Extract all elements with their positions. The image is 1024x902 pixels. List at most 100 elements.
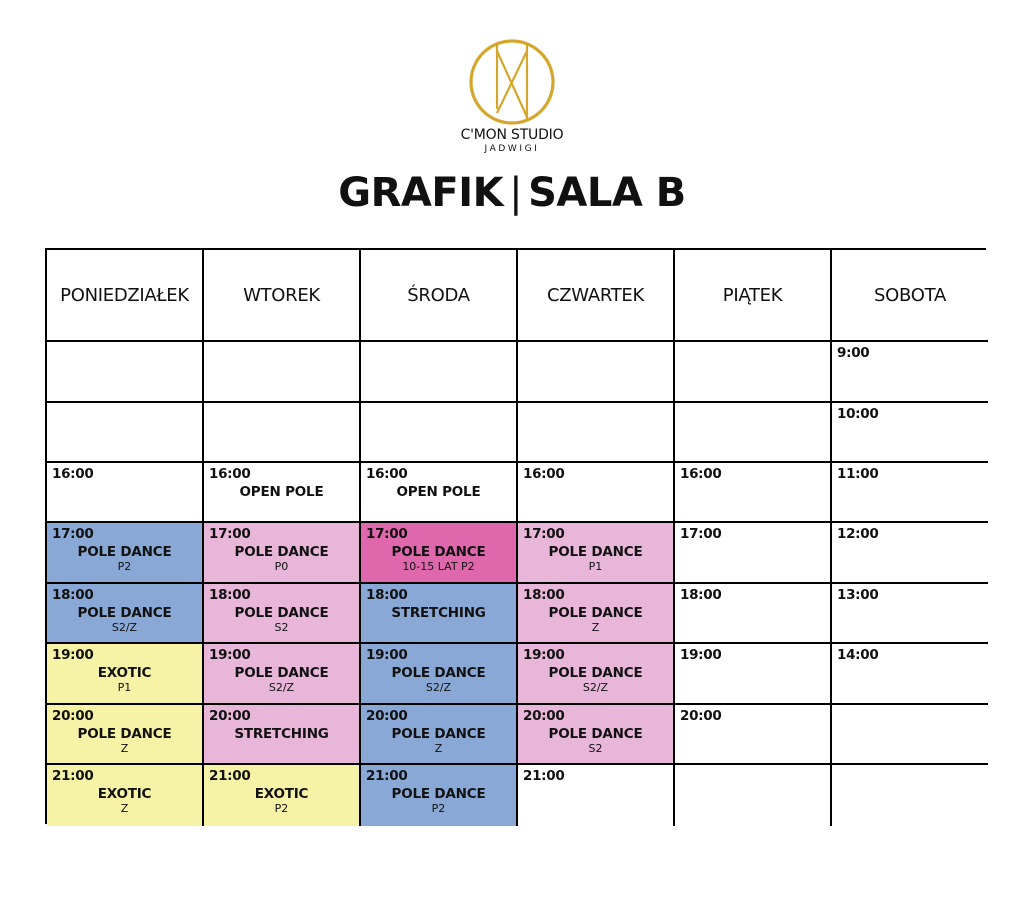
schedule-cell: 13:00 bbox=[832, 584, 988, 644]
schedule-cell bbox=[204, 342, 361, 403]
class-name: POLE DANCE bbox=[391, 665, 486, 681]
class-level: Z bbox=[434, 742, 443, 755]
schedule-cell: 19:00 bbox=[675, 644, 832, 705]
schedule-cell: 18:00 STRETCHING bbox=[361, 584, 518, 644]
class-level: P0 bbox=[274, 560, 289, 573]
schedule-cell: 16:00 bbox=[675, 463, 832, 523]
class-time: 10:00 bbox=[837, 406, 879, 422]
title-right: SALA B bbox=[528, 170, 686, 216]
schedule-cell: 21:00 bbox=[518, 765, 675, 826]
class-name: POLE DANCE bbox=[548, 726, 643, 742]
schedule-cell: 19:00 POLE DANCE S2/Z bbox=[518, 644, 675, 705]
schedule-cell: 11:00 bbox=[832, 463, 988, 523]
schedule-cell bbox=[361, 342, 518, 403]
class-level: P2 bbox=[117, 560, 132, 573]
class-time: 16:00 bbox=[680, 466, 722, 482]
schedule-cell bbox=[675, 403, 832, 463]
class-time: 19:00 bbox=[523, 647, 565, 663]
class-name: POLE DANCE bbox=[548, 544, 643, 560]
schedule-cell: 20:00 POLE DANCE S2 bbox=[518, 705, 675, 765]
class-time: 17:00 bbox=[209, 526, 251, 542]
schedule-cell: 14:00 bbox=[832, 644, 988, 705]
class-level: 10-15 LAT P2 bbox=[402, 560, 475, 573]
schedule-cell: 19:00 POLE DANCE S2/Z bbox=[361, 644, 518, 705]
class-name: POLE DANCE bbox=[234, 544, 329, 560]
class-time: 19:00 bbox=[209, 647, 251, 663]
title-separator: | bbox=[509, 170, 523, 216]
class-time: 14:00 bbox=[837, 647, 879, 663]
schedule-cell bbox=[361, 403, 518, 463]
schedule-cell: 20:00 STRETCHING bbox=[204, 705, 361, 765]
class-time: 21:00 bbox=[523, 768, 565, 784]
class-time: 12:00 bbox=[837, 526, 879, 542]
class-time: 16:00 bbox=[366, 466, 408, 482]
schedule-cell: 17:00 bbox=[675, 523, 832, 584]
class-time: 17:00 bbox=[523, 526, 565, 542]
schedule-table: PONIEDZIAŁEK WTOREK ŚRODA CZWARTEK PIĄTEK SOB… bbox=[45, 248, 988, 826]
class-name: STRETCHING bbox=[234, 726, 329, 742]
class-name: POLE DANCE bbox=[77, 605, 172, 621]
schedule-cell: 19:00 EXOTIC P1 bbox=[47, 644, 204, 705]
class-name: POLE DANCE bbox=[391, 786, 486, 802]
class-time: 17:00 bbox=[366, 526, 408, 542]
class-time: 20:00 bbox=[680, 708, 722, 724]
class-name: POLE DANCE bbox=[548, 605, 643, 621]
class-time: 18:00 bbox=[366, 587, 408, 603]
class-level: S2/Z bbox=[268, 681, 295, 694]
brand-location: JADWIGI bbox=[484, 144, 540, 154]
schedule-cell: 19:00 POLE DANCE S2/Z bbox=[204, 644, 361, 705]
schedule-cell: 17:00 POLE DANCE P0 bbox=[204, 523, 361, 584]
class-time: 18:00 bbox=[52, 587, 94, 603]
class-level: S2/Z bbox=[111, 621, 138, 634]
schedule-cell: 16:00 OPEN POLE bbox=[204, 463, 361, 523]
schedule-cell bbox=[832, 765, 988, 826]
schedule-cell bbox=[832, 705, 988, 765]
class-level: P1 bbox=[117, 681, 132, 694]
schedule-cell: 17:00 POLE DANCE P1 bbox=[518, 523, 675, 584]
schedule-cell: 21:00 EXOTIC P2 bbox=[204, 765, 361, 826]
class-time: 17:00 bbox=[52, 526, 94, 542]
day-header: ŚRODA bbox=[361, 250, 518, 342]
class-level: S2 bbox=[588, 742, 603, 755]
schedule-cell bbox=[518, 342, 675, 403]
schedule-cell bbox=[47, 342, 204, 403]
schedule-cell bbox=[47, 403, 204, 463]
class-level: Z bbox=[120, 802, 129, 815]
schedule-cell: 20:00 bbox=[675, 705, 832, 765]
class-level: S2 bbox=[274, 621, 289, 634]
day-header: SOBOTA bbox=[832, 250, 988, 342]
class-time: 13:00 bbox=[837, 587, 879, 603]
schedule-cell: 16:00 OPEN POLE bbox=[361, 463, 518, 523]
class-name: EXOTIC bbox=[97, 665, 152, 681]
schedule-cell: 18:00 POLE DANCE S2/Z bbox=[47, 584, 204, 644]
schedule-cell: 18:00 POLE DANCE S2 bbox=[204, 584, 361, 644]
class-time: 19:00 bbox=[52, 647, 94, 663]
class-time: 16:00 bbox=[523, 466, 565, 482]
schedule-cell: 20:00 POLE DANCE Z bbox=[47, 705, 204, 765]
class-name: OPEN POLE bbox=[239, 484, 324, 500]
schedule-cell: 10:00 bbox=[832, 403, 988, 463]
class-name: EXOTIC bbox=[254, 786, 309, 802]
class-time: 21:00 bbox=[52, 768, 94, 784]
schedule-cell bbox=[204, 403, 361, 463]
class-level: P1 bbox=[588, 560, 603, 573]
schedule-cell: 12:00 bbox=[832, 523, 988, 584]
class-time: 18:00 bbox=[209, 587, 251, 603]
class-time: 17:00 bbox=[680, 526, 722, 542]
schedule-cell: 17:00 POLE DANCE 10-15 LAT P2 bbox=[361, 523, 518, 584]
class-name: POLE DANCE bbox=[234, 665, 329, 681]
class-time: 20:00 bbox=[209, 708, 251, 724]
day-header: PIĄTEK bbox=[675, 250, 832, 342]
schedule-cell: 16:00 bbox=[47, 463, 204, 523]
schedule-cell: 17:00 POLE DANCE P2 bbox=[47, 523, 204, 584]
class-level: S2/Z bbox=[582, 681, 609, 694]
schedule-cell bbox=[518, 403, 675, 463]
class-name: POLE DANCE bbox=[391, 544, 486, 560]
class-name: POLE DANCE bbox=[77, 726, 172, 742]
brand-name: C'MON STUDIO bbox=[460, 127, 564, 143]
schedule-cell bbox=[675, 342, 832, 403]
day-header: PONIEDZIAŁEK bbox=[47, 250, 204, 342]
class-time: 20:00 bbox=[52, 708, 94, 724]
class-level: P2 bbox=[431, 802, 446, 815]
class-time: 11:00 bbox=[837, 466, 879, 482]
